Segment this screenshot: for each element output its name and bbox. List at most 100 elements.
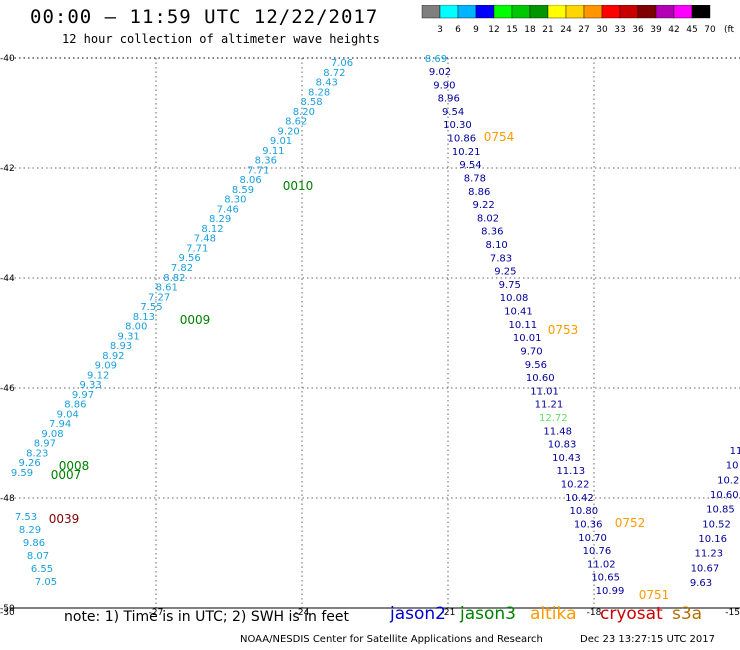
x-tick-label: -15	[725, 608, 740, 618]
swh-value: 11	[730, 446, 740, 457]
time-label-0754: 0754	[484, 130, 515, 144]
y-tick-label: -46	[0, 384, 15, 394]
swh-value: 8.10	[486, 240, 508, 251]
swh-value: 9.11	[262, 146, 284, 157]
swh-value: 9.22	[472, 200, 494, 211]
swh-value: 10.67	[691, 563, 720, 574]
color-swatch-15	[691, 5, 711, 19]
swh-value: 7.27	[148, 292, 170, 303]
legend-jason2: jason2	[390, 604, 446, 624]
y-tick-label: -48	[0, 494, 15, 504]
swh-value: 8.72	[323, 68, 345, 79]
swh-value: 8.92	[102, 351, 124, 362]
swh-value: 10.41	[504, 307, 533, 318]
legend-s3a: s3a	[672, 604, 703, 624]
swh-value: 9.02	[429, 67, 451, 78]
swh-value: 9.08	[41, 429, 63, 440]
x-tick-label: -24	[295, 608, 310, 618]
swh-value: 10.2	[717, 475, 739, 486]
colorbar-label: 70	[704, 25, 716, 35]
legend-jason3: jason3	[460, 604, 516, 624]
swh-value: 10.76	[583, 546, 612, 557]
swh-value: 9.90	[433, 80, 455, 91]
x-tick-label: -30	[0, 608, 15, 618]
swh-value: 7.82	[171, 263, 193, 274]
swh-value: 9.56	[525, 360, 547, 371]
swh-value: 10	[726, 461, 739, 472]
swh-value: 10.21	[452, 147, 481, 158]
colorbar-label: 18	[524, 25, 536, 35]
swh-value: 10.30	[443, 120, 472, 131]
swh-value: 10.52	[702, 519, 731, 530]
swh-value: 9.31	[118, 331, 140, 342]
swh-value: 8.23	[26, 448, 48, 459]
swh-value: 10.83	[548, 440, 577, 451]
time-label-0009: 0009	[180, 313, 211, 327]
swh-value: 9.75	[499, 280, 521, 291]
chart-subtitle: 12 hour collection of altimeter wave hei…	[62, 32, 380, 46]
swh-value: 7.46	[217, 204, 239, 215]
swh-value: 8.12	[201, 224, 223, 235]
swh-value: 8.07	[27, 551, 49, 562]
x-tick-label: -21	[441, 608, 456, 618]
colorbar-label: 6	[455, 25, 461, 35]
swh-value: 9.97	[72, 390, 94, 401]
colorbar-label: 45	[686, 25, 697, 35]
swh-value: 8.97	[34, 439, 56, 450]
colorbar-label: 33	[614, 25, 625, 35]
colorbar-label: 24	[560, 25, 572, 35]
y-tick-label: -50	[0, 604, 15, 614]
time-label-0008: 0008	[59, 459, 90, 473]
swh-value: 9.59	[11, 468, 33, 479]
swh-value: 9.54	[442, 107, 464, 118]
swh-value: 8.28	[308, 87, 330, 98]
swh-value: 7.55	[140, 302, 162, 313]
swh-value: 8.61	[156, 283, 178, 294]
swh-value: 7.83	[490, 253, 512, 264]
swh-value: 8.93	[110, 341, 132, 352]
swh-value: 9.20	[278, 126, 300, 137]
swh-value: 8.69	[425, 54, 447, 65]
legend-altika: altika	[530, 604, 577, 624]
colorbar-label: 9	[473, 25, 479, 35]
swh-value: 10.65	[591, 573, 620, 584]
swh-value: 7.94	[49, 419, 71, 430]
swh-value: 11.21	[535, 400, 564, 411]
swh-value: 8.29	[19, 525, 41, 536]
swh-value: 10.08	[500, 293, 529, 304]
generation-timestamp: Dec 23 13:27:15 UTC 2017	[580, 634, 715, 645]
swh-value: 8.58	[300, 97, 322, 108]
swh-value: 8.59	[232, 185, 254, 196]
swh-value: 11.23	[694, 549, 723, 560]
swh-value: 10.99	[596, 586, 625, 597]
swh-value: 10.22	[561, 480, 590, 491]
swh-value: 9.86	[23, 538, 45, 549]
x-tick-label: -18	[587, 608, 602, 618]
y-tick-label: -44	[0, 274, 15, 284]
swh-value: 8.13	[133, 312, 155, 323]
colorbar-label: 15	[506, 25, 517, 35]
chart-title: 00:00 – 11:59 UTC 12/22/2017	[30, 6, 379, 28]
colorbar-label: 27	[578, 25, 589, 35]
colorbar-label: 30	[596, 25, 608, 35]
swh-value: 7.06	[331, 58, 353, 69]
swh-value: 8.30	[224, 195, 246, 206]
swh-value: 10.60	[526, 373, 555, 384]
colorbar-label: 42	[668, 25, 679, 35]
swh-value: 10.86	[447, 134, 476, 145]
credit-line: NOAA/NESDIS Center for Satellite Applica…	[240, 634, 543, 645]
colorbar-label: 36	[632, 25, 644, 35]
swh-value: 7.05	[35, 577, 57, 588]
swh-value: 9.25	[494, 267, 516, 278]
swh-value: 8.96	[438, 94, 460, 105]
swh-value: 8.86	[64, 400, 86, 411]
swh-value: 7.71	[186, 243, 208, 254]
swh-value: 8.62	[285, 117, 307, 128]
y-tick-label: -42	[0, 164, 15, 174]
time-label-0753: 0753	[548, 323, 579, 337]
swh-value: 10.11	[509, 320, 538, 331]
colorbar-unit: (ft)	[724, 25, 735, 35]
x-tick-label: -27	[149, 608, 164, 618]
